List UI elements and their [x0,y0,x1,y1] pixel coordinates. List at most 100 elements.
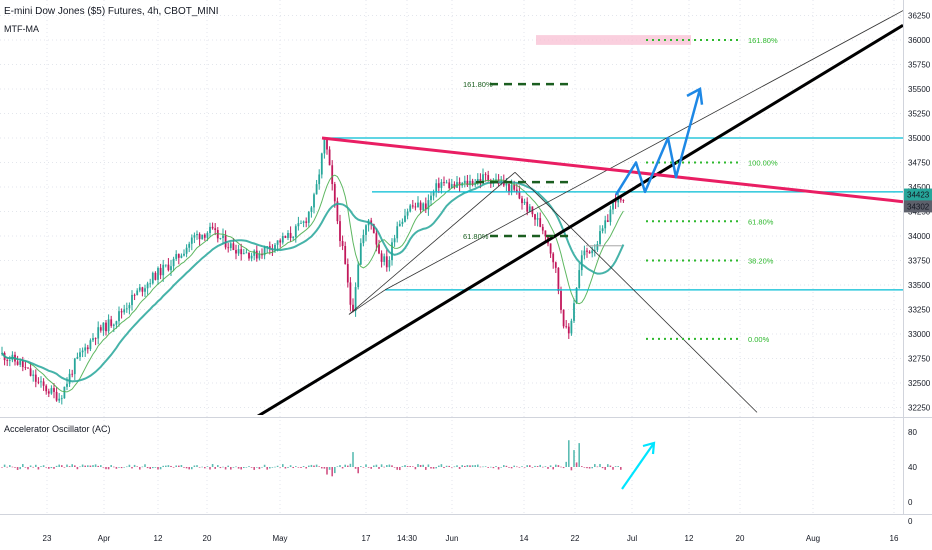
candle-body [268,246,271,249]
candle-body [435,183,438,192]
drawings[interactable]: 0.00% 38.20% 61.80% 100.00% 161.80% 161.80% 61… [256,10,903,418]
ac-bar [253,467,255,470]
ac-bar [427,464,430,467]
candle-body [534,214,536,220]
ac-bar [206,466,209,467]
ac-bar [318,466,320,467]
ac-bar [326,467,328,475]
ac-bar [136,466,138,467]
ac-bar [159,467,162,470]
candle-body [450,184,453,189]
ac-bar [448,465,450,467]
ac-bar [139,467,141,470]
ac-bar [276,465,279,467]
candle-body [365,225,367,235]
candle-body [128,305,131,309]
ac-bar [513,465,515,467]
ac-bar [349,463,352,467]
ac-bar [240,467,242,470]
candle-body [328,149,331,166]
candle-body [560,290,562,310]
ac-bar [536,466,539,467]
candle-body [32,374,35,376]
candle-body [575,287,578,304]
ac-bar [393,467,396,468]
candle-body [94,338,97,339]
candle-body [409,205,412,212]
ac-bar [141,466,144,468]
ac-bar [396,467,398,470]
current-price-box [904,200,932,213]
candle-body [424,203,427,210]
time-axis[interactable]: 23 Apr 12 20 May 17 14:30 Jun 14 22 Jul 12 20 Aug 16 [43,534,899,543]
candle-body [107,319,110,332]
ac-bar [482,466,484,468]
candle-body [385,256,388,268]
candle-body [362,234,365,244]
ac-bar [578,443,580,467]
candle-body [188,243,191,248]
candle-body [383,256,386,262]
candle-body [349,282,352,305]
candle-body [609,209,612,222]
candle-body [419,202,422,211]
candle-body [372,224,375,234]
candle-body [53,388,55,392]
candle-body [341,241,344,246]
candle-body [97,327,100,339]
ac-bar [552,467,554,470]
ac-bar [35,464,37,467]
candle-body [580,255,583,271]
descending-trendline [321,136,903,204]
candle-body [289,232,292,238]
candle-body [570,320,573,334]
candle-body [445,182,448,184]
ac-bar [178,465,180,467]
candle-body [565,326,568,328]
ac-bar [464,465,466,467]
candles [1,137,625,405]
candle-body [588,251,591,254]
candle-body [344,245,347,265]
ac-bar [341,467,344,469]
candle-body [518,192,521,199]
ac-bar [295,466,297,467]
ac-bar [19,467,21,470]
candle-body [323,138,326,154]
ac-bar [282,464,284,467]
ac-bar [607,464,609,467]
ac-bar [334,467,336,474]
candle-body [393,238,396,243]
candle-body [440,182,443,188]
candle-body [151,272,154,284]
candle-body [170,266,172,271]
candle-body [19,360,22,365]
osc-pane-bg [0,419,903,514]
candle-body [370,220,373,225]
time-tick-label: 22 [571,534,580,543]
ac-bar [557,465,560,467]
ac-bar [529,465,531,467]
ac-bar [48,467,50,469]
ac-bar [425,467,427,470]
ac-bar [500,467,502,468]
candle-body [253,250,256,256]
ac-bar [474,465,476,467]
ac-bar [620,467,622,470]
ac-bar [612,467,614,470]
ac-bar [609,465,612,467]
ac-bar [568,440,570,467]
candle-body [242,253,245,255]
ac-bar [453,466,456,468]
price-tick-label: 33750 [908,257,931,266]
projection-path [614,88,702,196]
ac-bar [401,466,404,467]
ac-bar [302,466,305,467]
ac-bar [466,465,469,467]
ac-bar [237,467,240,469]
ac-bar [560,466,562,468]
candle-body [557,267,560,291]
ac-bar [245,467,248,468]
osc-projection-line [621,442,655,490]
